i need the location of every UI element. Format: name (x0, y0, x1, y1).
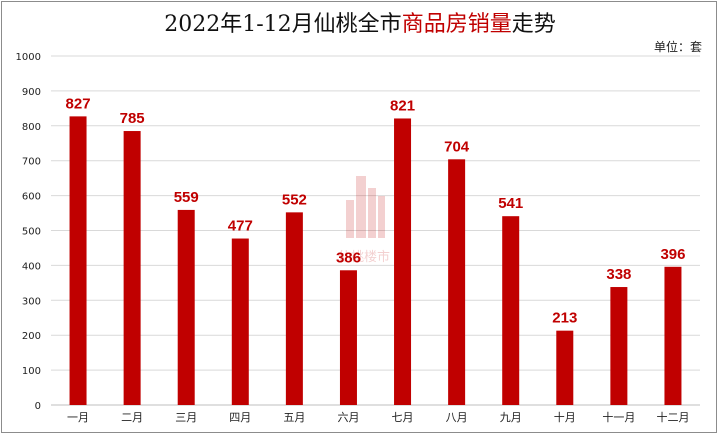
bar (339, 270, 357, 405)
data-label: 559 (174, 189, 199, 206)
data-label: 785 (120, 110, 145, 127)
bar (664, 266, 682, 405)
bar (285, 212, 303, 405)
y-tick-label: 0 (35, 401, 41, 412)
bar (448, 159, 466, 405)
x-tick-label: 十月 (554, 410, 576, 424)
unit-label: 单位：套 (653, 40, 702, 54)
bar (610, 287, 628, 405)
bar (556, 330, 574, 405)
bar (123, 131, 141, 405)
y-tick-label: 700 (22, 157, 41, 168)
chart-title: 2022年1-12月仙桃全市商品房销量走势 (0, 6, 720, 38)
x-tick-label: 七月 (392, 411, 414, 424)
x-tick-label: 九月 (500, 411, 522, 424)
y-tick-label: 600 (22, 192, 41, 203)
x-tick-label: 十一月 (602, 410, 635, 424)
title-highlight: 商品房销量 (401, 12, 512, 37)
y-tick-label: 400 (22, 261, 41, 272)
bar (69, 116, 87, 405)
data-label: 552 (282, 191, 307, 208)
x-tick-label: 六月 (337, 411, 359, 424)
x-tick-label: 五月 (283, 411, 305, 424)
data-label: 704 (444, 138, 470, 155)
data-label: 386 (336, 249, 361, 266)
watermark-logo: 仙桃楼市 (338, 176, 390, 265)
data-label: 213 (552, 310, 577, 327)
title-prefix: 2022年1-12月仙桃全市 (164, 12, 402, 37)
y-tick-label: 100 (22, 366, 41, 377)
bar (231, 238, 249, 405)
y-tick-label: 500 (22, 227, 41, 238)
data-label: 541 (498, 195, 523, 212)
x-tick-label: 八月 (446, 411, 468, 424)
x-tick-label: 十二月 (656, 410, 689, 424)
x-tick-label: 三月 (175, 411, 197, 424)
x-tick-label: 二月 (121, 411, 143, 424)
data-label: 821 (390, 97, 415, 114)
y-tick-label: 900 (22, 87, 41, 98)
y-tick-label: 300 (22, 296, 41, 307)
title-suffix: 走势 (511, 12, 556, 37)
data-label: 477 (228, 218, 253, 235)
x-tick-label: 四月 (229, 411, 251, 424)
y-tick-label: 1000 (16, 52, 41, 63)
y-tick-label: 200 (22, 331, 41, 342)
data-label: 396 (660, 246, 685, 263)
x-tick-label: 一月 (67, 411, 89, 424)
watermark-text: 仙桃楼市 (338, 249, 390, 265)
data-label: 827 (66, 95, 91, 112)
bar (177, 209, 195, 405)
bar (394, 118, 412, 405)
bar (502, 216, 520, 405)
y-tick-label: 800 (22, 122, 41, 133)
data-label: 338 (606, 266, 631, 283)
